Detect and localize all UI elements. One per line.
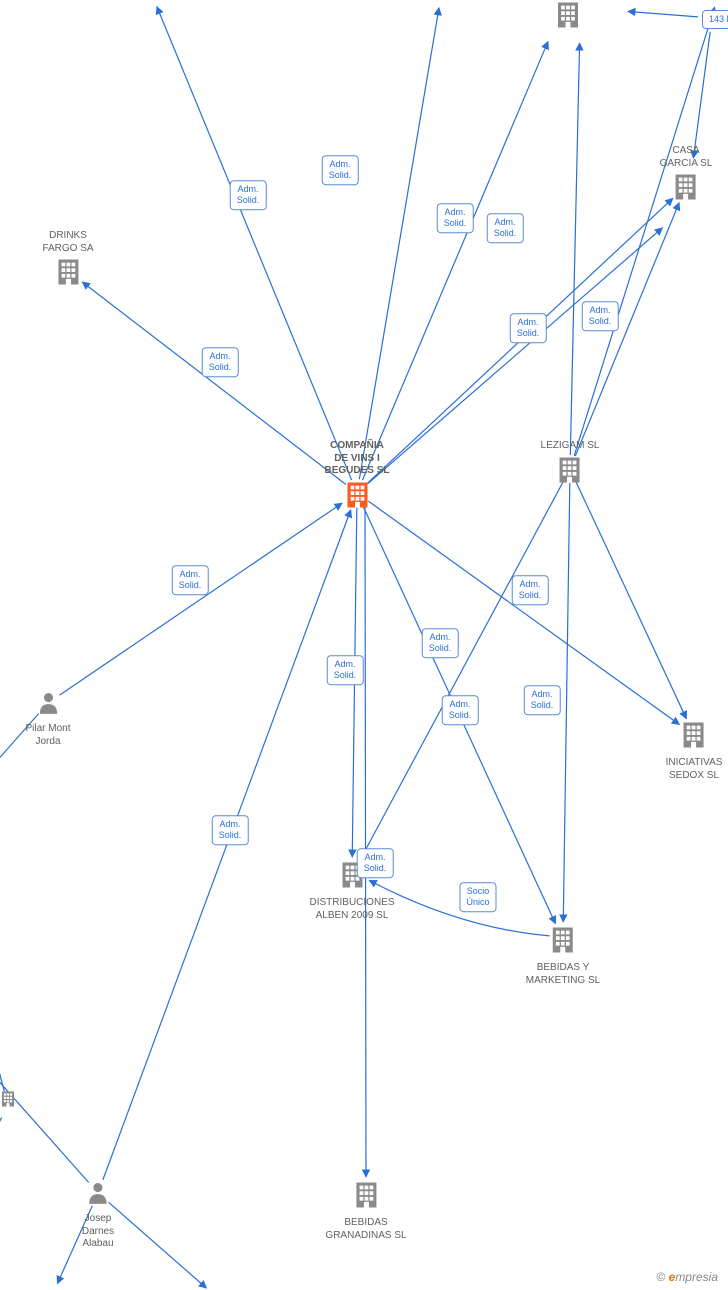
copyright-symbol: © — [656, 1270, 665, 1284]
edge — [361, 481, 564, 859]
edge — [82, 282, 346, 485]
edge-label: Adm. Solid. — [357, 848, 394, 878]
node-bebmark[interactable]: BEBIDAS Y MARKETING SL — [526, 925, 600, 987]
person-icon — [85, 1180, 111, 1206]
edge-label: Adm. Solid. — [322, 155, 359, 185]
node-label: DRINKS FARGO SA — [42, 230, 93, 255]
edge — [368, 228, 663, 484]
node-pilar[interactable]: Pilar Mont Jorda — [25, 690, 70, 748]
building-icon — [351, 1180, 381, 1210]
building-icon — [553, 0, 583, 30]
node-label: Josep Darnes Alabau — [82, 1213, 114, 1251]
person-icon — [35, 690, 61, 716]
badge-topbadge[interactable]: 143 F — [702, 10, 728, 29]
building-icon — [342, 480, 372, 510]
edge-label: Adm. Solid. — [524, 685, 561, 715]
node-iniciativas[interactable]: INICIATIVAS SEDOX SL — [666, 720, 723, 782]
node-label: LEZIGAM SL — [541, 440, 600, 453]
edge-label: Socio Único — [459, 882, 496, 912]
edge — [0, 1017, 4, 1091]
node-topmid[interactable] — [553, 0, 583, 35]
watermark: © empresia — [656, 1270, 718, 1284]
building-icon — [679, 720, 709, 755]
edge — [570, 43, 579, 455]
edge — [362, 42, 548, 481]
building-icon — [53, 257, 83, 292]
edge-label: Adm. Solid. — [437, 203, 474, 233]
edge-label: Adm. Solid. — [230, 180, 267, 210]
node-label: BEBIDAS GRANADINAS SL — [325, 1217, 406, 1242]
watermark-rest: mpresia — [675, 1270, 718, 1284]
edge — [0, 1117, 2, 1143]
building-icon — [548, 925, 578, 960]
edge-label: Adm. Solid. — [202, 347, 239, 377]
edge-label: Adm. Solid. — [442, 695, 479, 725]
edge-label: Adm. Solid. — [487, 213, 524, 243]
edge-label: Adm. Solid. — [422, 628, 459, 658]
building-icon — [351, 1180, 381, 1215]
node-label: Pilar Mont Jorda — [25, 723, 70, 748]
edge — [359, 8, 439, 479]
node-label: CASA GARCIA SL — [660, 145, 713, 170]
building-icon — [0, 1090, 17, 1113]
node-drinks[interactable]: DRINKS FARGO SA — [42, 230, 93, 292]
building-icon — [555, 455, 585, 485]
building-icon — [342, 480, 372, 515]
edge-label: Adm. Solid. — [510, 313, 547, 343]
edge — [109, 1202, 207, 1288]
node-bebgran[interactable]: BEBIDAS GRANADINAS SL — [325, 1180, 406, 1242]
building-icon — [548, 925, 578, 955]
person-icon — [85, 1180, 111, 1211]
edge — [60, 503, 343, 695]
edge-label: Adm. Solid. — [327, 655, 364, 685]
building-icon — [553, 0, 583, 35]
node-casa[interactable]: CASA GARCIA SL — [660, 145, 713, 207]
edge-label: Adm. Solid. — [172, 565, 209, 595]
node-label: INICIATIVAS SEDOX SL — [666, 757, 723, 782]
edge — [103, 510, 351, 1180]
building-icon — [671, 172, 701, 202]
building-icon — [679, 720, 709, 750]
node-lezigam[interactable]: LEZIGAM SL — [541, 440, 600, 490]
edge-label: Adm. Solid. — [582, 301, 619, 331]
edge — [563, 483, 570, 922]
node-label: BEBIDAS Y MARKETING SL — [526, 962, 600, 987]
node-label: COMPAÑIA DE VINS I BEGUDES SL — [324, 440, 389, 478]
edge — [365, 507, 366, 1177]
node-josep[interactable]: Josep Darnes Alabau — [82, 1180, 114, 1251]
node-off_left_small[interactable] — [0, 1090, 17, 1113]
person-icon — [35, 690, 61, 721]
node-label: DISTRIBUCIONES ALBEN 2009 SL — [309, 897, 394, 922]
building-icon — [555, 455, 585, 490]
edge — [693, 32, 710, 158]
building-icon — [671, 172, 701, 207]
diagram-canvas — [0, 0, 728, 1290]
edge-label: Adm. Solid. — [512, 575, 549, 605]
edge — [574, 7, 714, 455]
building-icon — [0, 1090, 17, 1108]
edge — [157, 7, 352, 480]
edge-label: Adm. Solid. — [212, 815, 249, 845]
edge — [576, 482, 686, 719]
node-center[interactable]: COMPAÑIA DE VINS I BEGUDES SL — [324, 440, 389, 515]
edge — [628, 11, 698, 16]
building-icon — [53, 257, 83, 287]
